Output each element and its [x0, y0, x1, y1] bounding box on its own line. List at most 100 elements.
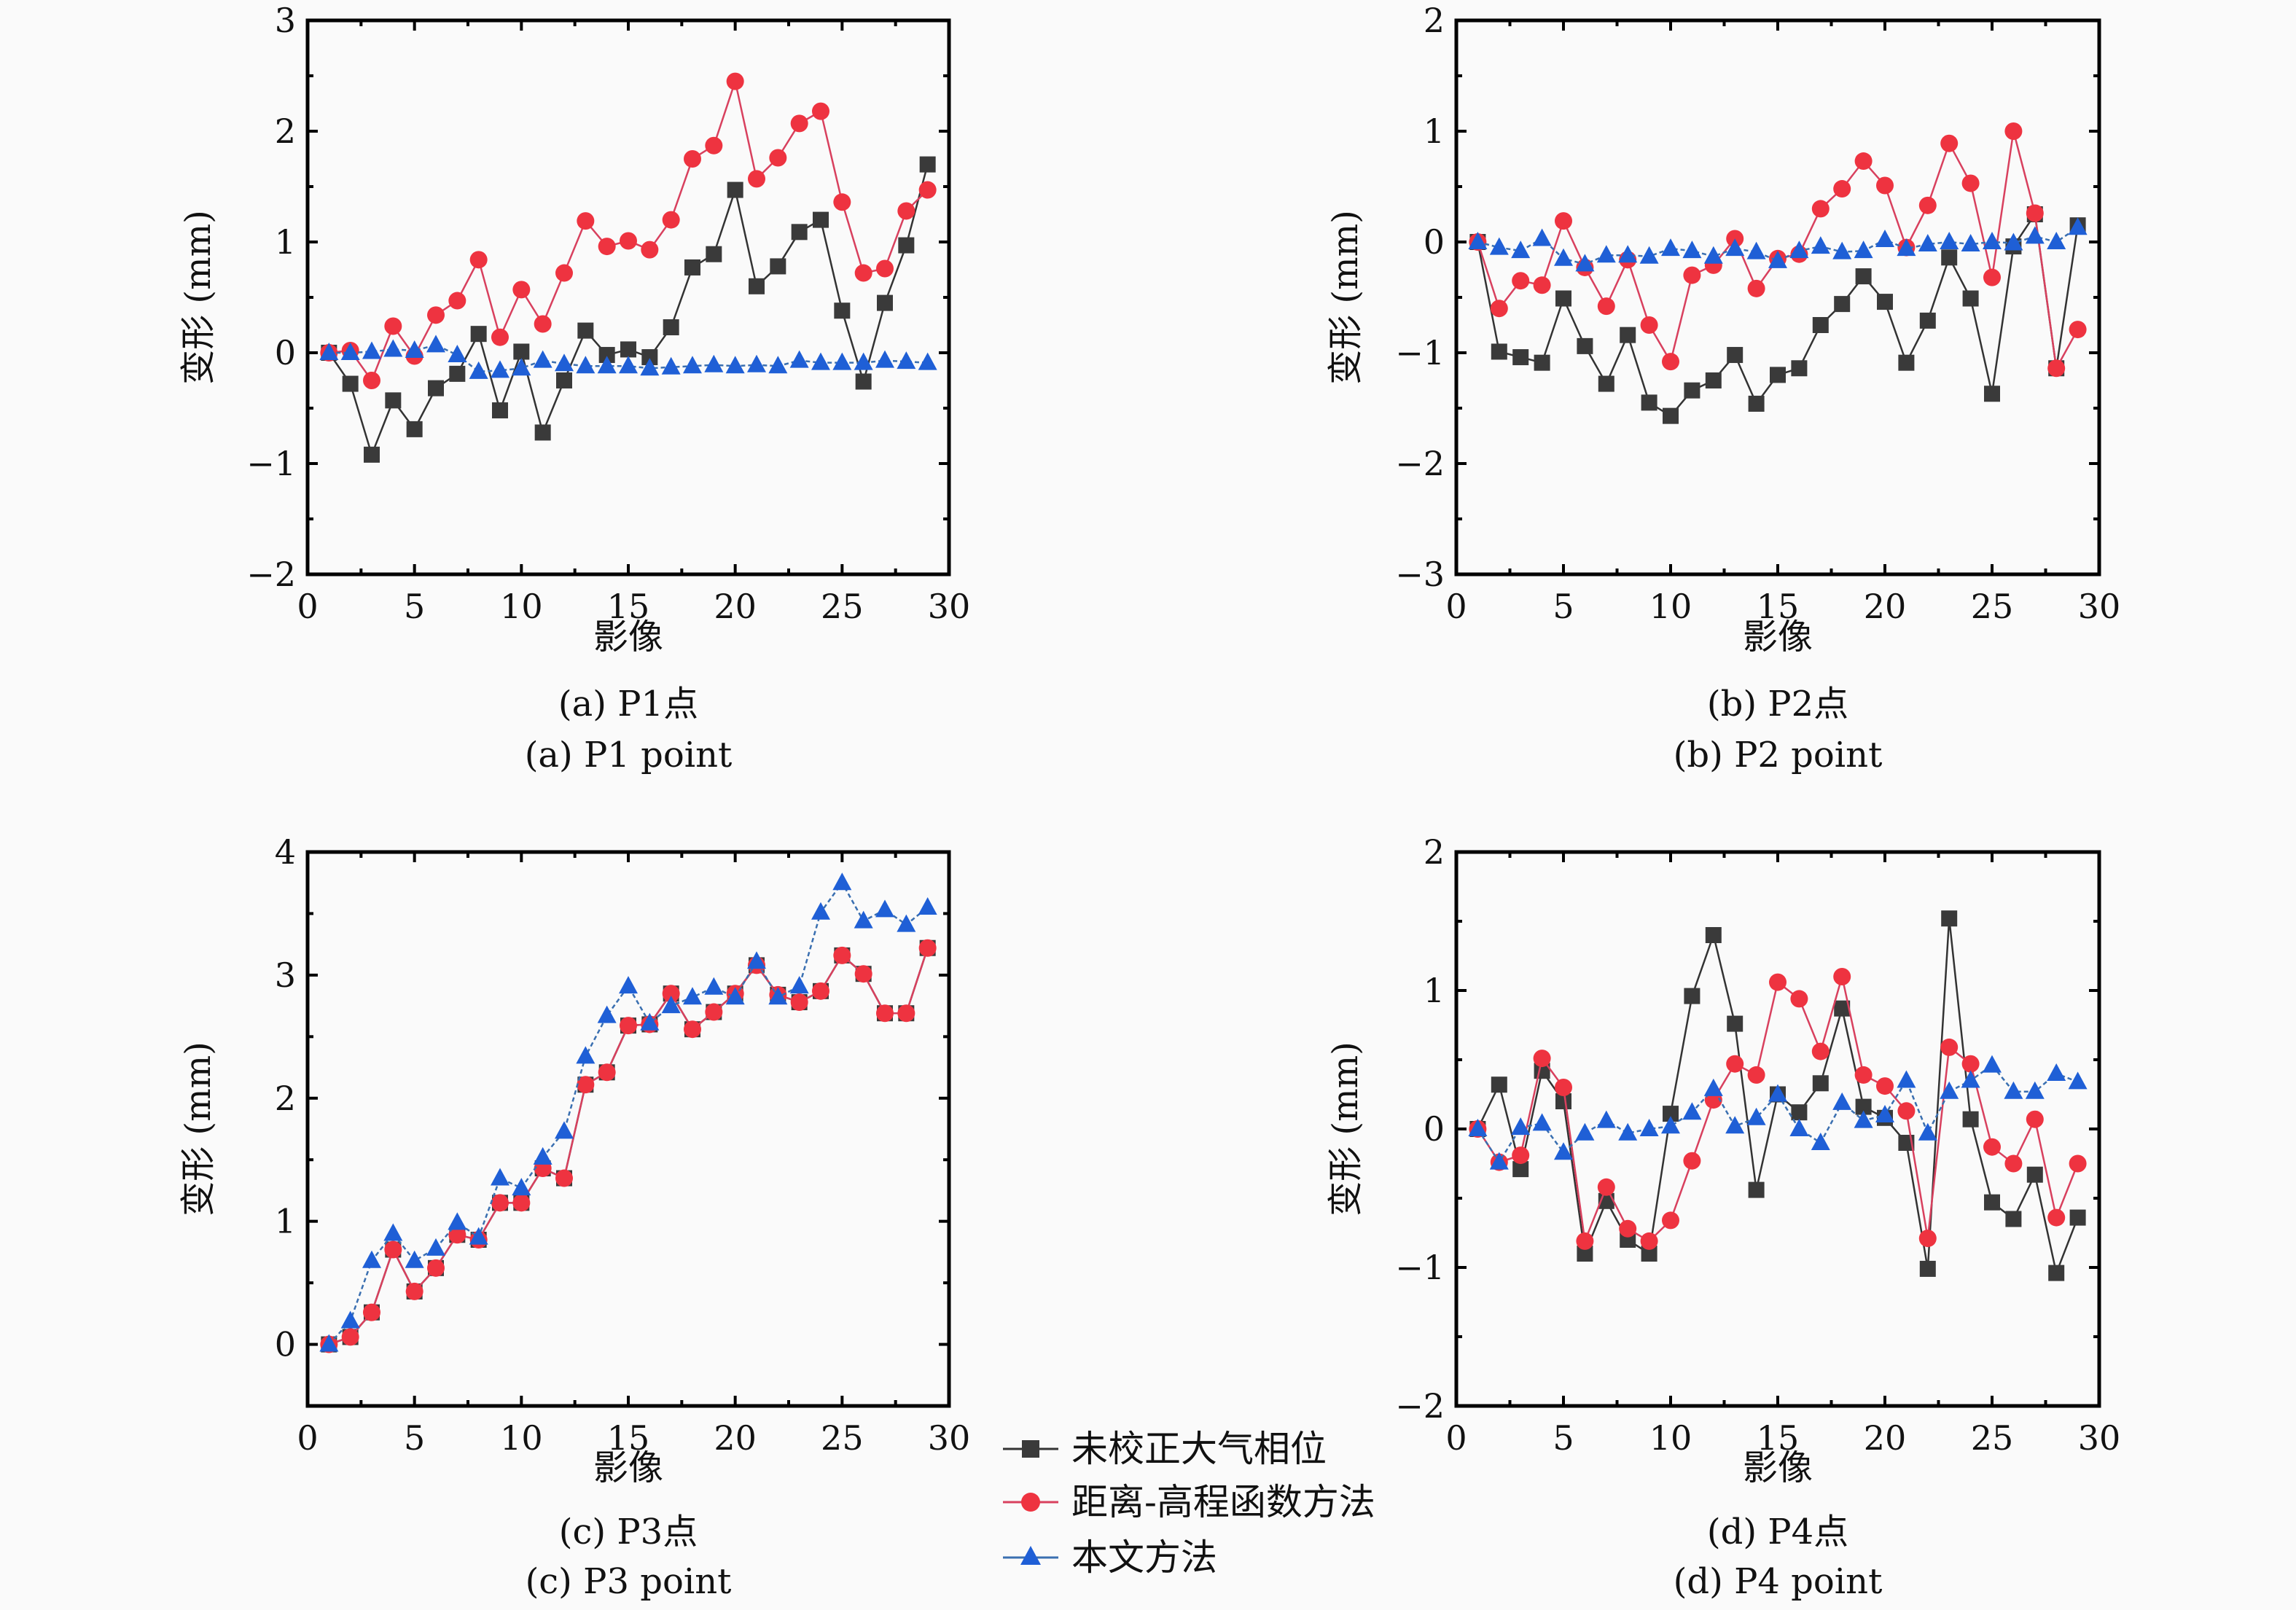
- series-proposed: [1468, 217, 2088, 272]
- x-tick-label: 0: [297, 587, 318, 626]
- data-point-proposed: [1489, 1152, 1509, 1170]
- data-point-distance_elevation: [2026, 1110, 2044, 1128]
- data-point-uncorrected: [2069, 1209, 2086, 1226]
- y-tick-label: 2: [1424, 832, 1445, 872]
- data-point-proposed: [1511, 241, 1531, 259]
- data-point-proposed: [1575, 254, 1595, 272]
- x-tick-label: 20: [1864, 587, 1907, 626]
- data-point-uncorrected: [641, 349, 658, 366]
- data-point-uncorrected: [1770, 367, 1786, 383]
- data-point-distance_elevation: [769, 149, 787, 167]
- data-point-proposed: [1811, 1133, 1830, 1150]
- data-point-proposed: [1468, 232, 1488, 249]
- data-point-proposed: [640, 1012, 660, 1031]
- data-point-uncorrected: [791, 224, 808, 241]
- data-point-uncorrected: [727, 181, 743, 198]
- data-point-uncorrected: [684, 259, 700, 276]
- data-point-uncorrected: [1727, 347, 1744, 364]
- data-point-uncorrected: [1491, 1076, 1507, 1093]
- data-point-distance_elevation: [897, 202, 915, 220]
- data-point-distance_elevation: [469, 251, 488, 269]
- data-point-distance_elevation: [1726, 1055, 1744, 1073]
- y-tick-label: 0: [275, 333, 296, 372]
- data-point-distance_elevation: [363, 1303, 380, 1321]
- data-point-distance_elevation: [2004, 1154, 2023, 1173]
- data-point-distance_elevation: [1640, 316, 1658, 334]
- y-tick-label: −3: [1395, 555, 1445, 594]
- data-point-proposed: [1682, 1102, 1702, 1120]
- data-point-proposed: [533, 1146, 552, 1165]
- data-point-distance_elevation: [405, 1282, 423, 1300]
- x-tick-label: 5: [404, 1418, 425, 1458]
- x-axis-label: 影像: [593, 617, 663, 657]
- y-tick-label: 2: [275, 1079, 296, 1118]
- series-proposed: [319, 872, 937, 1352]
- data-point-distance_elevation: [427, 1259, 445, 1277]
- x-tick-label: 30: [2078, 587, 2121, 626]
- data-point-proposed: [768, 987, 788, 1005]
- data-point-uncorrected: [492, 402, 508, 419]
- legend-item-distance-elevation: 距离-高程函数方法: [1003, 1481, 1375, 1523]
- data-point-proposed: [789, 976, 809, 994]
- data-point-distance_elevation: [1683, 266, 1701, 284]
- data-point-proposed: [1554, 1142, 1573, 1160]
- caption-en: (d) P4 point: [1674, 1561, 1883, 1602]
- data-point-proposed: [640, 358, 660, 376]
- data-point-distance_elevation: [684, 1020, 701, 1039]
- data-point-uncorrected: [1598, 375, 1614, 392]
- data-point-proposed: [383, 339, 403, 357]
- data-point-proposed: [2047, 232, 2066, 249]
- caption-cn: (a) P1点: [558, 684, 698, 724]
- data-point-proposed: [661, 996, 681, 1014]
- data-point-distance_elevation: [1833, 968, 1851, 985]
- y-tick-label: 0: [1424, 1109, 1445, 1149]
- data-point-proposed: [319, 343, 339, 360]
- data-point-proposed: [1854, 241, 1873, 259]
- data-point-distance_elevation: [1597, 1178, 1615, 1196]
- data-point-distance_elevation: [598, 238, 616, 256]
- y-axis-label: 变形 (mm): [178, 1042, 219, 1216]
- data-point-uncorrected: [1962, 290, 1979, 307]
- x-tick-label: 30: [2078, 1418, 2121, 1458]
- data-point-proposed: [1768, 1084, 1787, 1102]
- data-point-distance_elevation: [833, 946, 851, 964]
- plot-frame: [1454, 18, 2101, 577]
- x-tick-label: 5: [404, 587, 425, 626]
- data-point-proposed: [811, 352, 830, 370]
- data-point-distance_elevation: [1533, 1050, 1551, 1068]
- data-point-distance_elevation: [534, 315, 552, 333]
- data-point-proposed: [1918, 234, 1937, 252]
- data-point-uncorrected: [1919, 312, 1936, 329]
- data-point-proposed: [1468, 1119, 1488, 1136]
- x-tick-label: 20: [1864, 1418, 1907, 1458]
- caption-en: (b) P2 point: [1674, 735, 1883, 775]
- data-point-uncorrected: [1684, 382, 1700, 399]
- panel-p4: 影像 变形 (mm) (d) P4点 (d) P4 point 0 5 10 15 20…: [1325, 832, 2120, 1602]
- data-point-uncorrected: [1512, 349, 1529, 366]
- data-point-distance_elevation: [2069, 321, 2087, 339]
- data-point-distance_elevation: [1961, 174, 1980, 192]
- data-point-distance_elevation: [833, 193, 851, 211]
- data-point-proposed: [918, 352, 937, 370]
- data-point-distance_elevation: [662, 211, 680, 229]
- data-point-uncorrected: [2005, 1211, 2022, 1227]
- data-point-distance_elevation: [854, 965, 872, 983]
- data-point-proposed: [405, 340, 424, 358]
- x-axis-label: 影像: [593, 1447, 663, 1488]
- data-point-proposed: [1596, 1110, 1616, 1128]
- data-point-distance_elevation: [384, 1240, 402, 1259]
- data-point-proposed: [1854, 1110, 1873, 1128]
- plot-frame: [305, 18, 951, 577]
- data-point-uncorrected: [1534, 354, 1550, 371]
- data-point-distance_elevation: [1555, 212, 1572, 230]
- data-point-uncorrected: [1641, 394, 1657, 411]
- data-point-uncorrected: [364, 446, 380, 463]
- data-point-distance_elevation: [448, 1226, 466, 1244]
- data-point-distance_elevation: [705, 1003, 723, 1021]
- data-point-distance_elevation: [1918, 1230, 1937, 1248]
- data-point-distance_elevation: [1512, 272, 1530, 290]
- data-point-uncorrected: [449, 365, 466, 382]
- data-point-proposed: [875, 899, 894, 918]
- data-point-uncorrected: [770, 258, 786, 275]
- data-point-proposed: [1940, 232, 1959, 249]
